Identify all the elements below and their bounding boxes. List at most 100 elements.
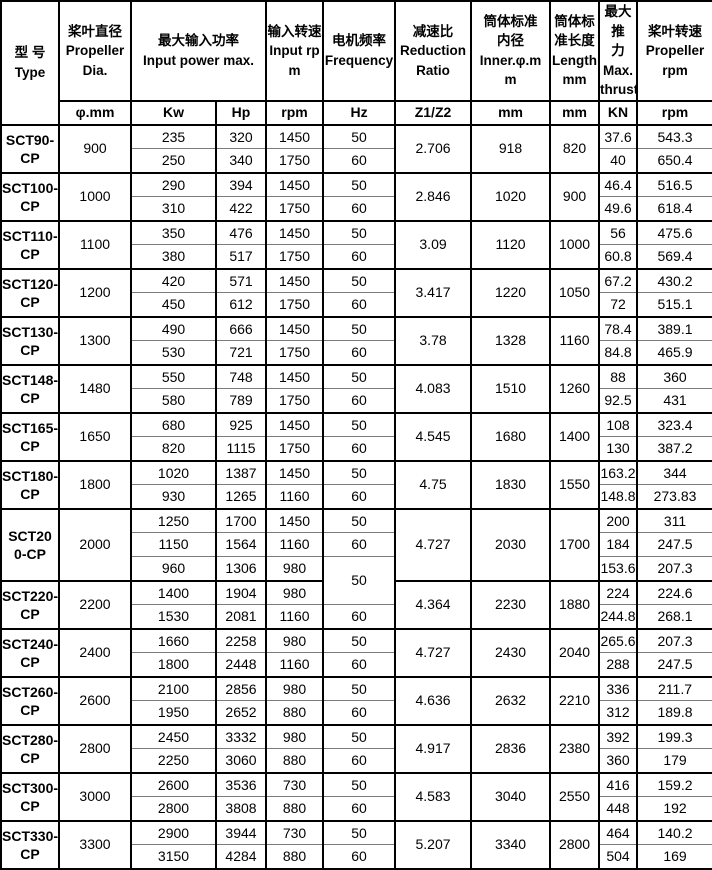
cell-thrust: 130 bbox=[598, 436, 639, 462]
cell-hz: 50 bbox=[322, 627, 397, 654]
table-row: SCT148- CP 1480 550 748 1450 50 4.083 1510 1260 8… bbox=[0, 363, 712, 414]
cell-kw: 1400 bbox=[130, 579, 217, 606]
cell-kw: 680 bbox=[130, 411, 217, 438]
cell-hz: 50 bbox=[322, 123, 397, 150]
cell-kw: 960 bbox=[130, 556, 217, 582]
cell-inner: 2230 bbox=[470, 579, 552, 630]
cell-input-rpm: 1750 bbox=[265, 436, 325, 462]
cell-length: 2550 bbox=[549, 771, 601, 822]
table-row: 450 612 1750 60 72 515.1 bbox=[1, 292, 712, 318]
cell-inner: 918 bbox=[470, 123, 552, 174]
cell-thrust: 336 bbox=[598, 675, 639, 702]
cell-type: SCT20 0-CP bbox=[0, 507, 60, 582]
cell-prop-rpm: 431 bbox=[636, 388, 712, 414]
cell-input-rpm: 1450 bbox=[265, 315, 325, 342]
cell-thrust: 265.6 bbox=[598, 627, 639, 654]
spec-table-body: SCT90- CP 900 235 320 1450 50 2.706 918 820 37.6 5… bbox=[0, 123, 712, 870]
cell-thrust: 72 bbox=[598, 292, 639, 318]
table-row: SCT90- CP 900 235 320 1450 50 2.706 918 820 37.6 5… bbox=[0, 123, 712, 174]
cell-kw: 2100 bbox=[130, 675, 217, 702]
cell-inner: 1328 bbox=[470, 315, 552, 366]
cell-hp: 2081 bbox=[214, 604, 268, 630]
table-row: 2250 3060 880 60 360 179 bbox=[1, 748, 712, 774]
table-row: SCT300- CP 3000 2600 3536 730 50 4.583 3040 2550… bbox=[0, 771, 712, 822]
table-row: SCT240- CP 2400 1660 2258 980 50 4.727 2430 2040… bbox=[0, 627, 712, 678]
cell-type: SCT260- CP bbox=[0, 675, 60, 726]
cell-type: SCT165- CP bbox=[0, 411, 60, 462]
cell-hp: 3536 bbox=[214, 771, 268, 798]
cell-prop-rpm: 618.4 bbox=[636, 196, 712, 222]
cell-thrust: 37.6 bbox=[598, 123, 639, 150]
table-row: SCT110- CP 1100 350 476 1450 50 3.09 1120 1000 56… bbox=[0, 219, 712, 270]
table-row: 1530 2081 1160 60 244.8 268.1 bbox=[1, 604, 712, 630]
cell-hz: 60 bbox=[322, 748, 397, 774]
cell-input-rpm: 1750 bbox=[265, 148, 325, 174]
cell-input-rpm: 730 bbox=[265, 771, 325, 798]
cell-thrust: 416 bbox=[598, 771, 639, 798]
cell-type: SCT300- CP bbox=[0, 771, 60, 822]
cell-dia: 1650 bbox=[58, 411, 132, 462]
cell-ratio: 5.207 bbox=[394, 819, 473, 870]
cell-input-rpm: 1750 bbox=[265, 340, 325, 366]
cell-prop-rpm: 344 bbox=[636, 459, 712, 486]
cell-hz: 60 bbox=[322, 652, 397, 678]
header-max-thrust: 最大推 力 Max. thrust bbox=[598, 0, 639, 102]
cell-prop-rpm: 430.2 bbox=[636, 267, 712, 294]
cell-inner: 3040 bbox=[470, 771, 552, 822]
cell-thrust: 49.6 bbox=[598, 196, 639, 222]
cell-kw: 2600 bbox=[130, 771, 217, 798]
cell-dia: 2000 bbox=[58, 507, 132, 582]
cell-hp: 2448 bbox=[214, 652, 268, 678]
cell-thrust: 504 bbox=[598, 844, 639, 870]
cell-input-rpm: 1160 bbox=[265, 532, 325, 558]
cell-length: 2380 bbox=[549, 723, 601, 774]
cell-dia: 2800 bbox=[58, 723, 132, 774]
cell-thrust: 88 bbox=[598, 363, 639, 390]
cell-input-rpm: 1160 bbox=[265, 652, 325, 678]
header-type: 型 号 Type bbox=[0, 0, 60, 126]
cell-prop-rpm: 199.3 bbox=[636, 723, 712, 750]
cell-length: 1880 bbox=[549, 579, 601, 630]
cell-input-rpm: 880 bbox=[265, 700, 325, 726]
cell-inner: 3340 bbox=[470, 819, 552, 870]
cell-prop-rpm: 247.5 bbox=[636, 652, 712, 678]
cell-input-rpm: 1750 bbox=[265, 292, 325, 318]
cell-hz: 60 bbox=[322, 196, 397, 222]
cell-input-rpm: 1160 bbox=[265, 484, 325, 510]
cell-prop-rpm: 543.3 bbox=[636, 123, 712, 150]
cell-thrust: 56 bbox=[598, 219, 639, 246]
cell-inner: 1680 bbox=[470, 411, 552, 462]
cell-hp: 1904 bbox=[214, 579, 268, 606]
cell-prop-rpm: 192 bbox=[636, 796, 712, 822]
cell-prop-rpm: 516.5 bbox=[636, 171, 712, 198]
cell-thrust: 148.8 bbox=[598, 484, 639, 510]
table-row: 1800 2448 1160 60 288 247.5 bbox=[1, 652, 712, 678]
table-row: SCT330- CP 3300 2900 3944 730 50 5.207 3340 2800… bbox=[0, 819, 712, 870]
header-propeller-rpm: 桨叶转速 Propeller rpm bbox=[636, 0, 712, 102]
cell-inner: 2632 bbox=[470, 675, 552, 726]
table-row: SCT120- CP 1200 420 571 1450 50 3.417 1220 1050 6… bbox=[0, 267, 712, 318]
header-frequency: 电机频率 Frequency bbox=[322, 0, 397, 102]
cell-prop-rpm: 360 bbox=[636, 363, 712, 390]
cell-length: 1160 bbox=[549, 315, 601, 366]
cell-kw: 550 bbox=[130, 363, 217, 390]
cell-length: 1050 bbox=[549, 267, 601, 318]
unit-kw: Kw bbox=[130, 99, 217, 126]
cell-thrust: 360 bbox=[598, 748, 639, 774]
header-propeller-dia: 桨叶直径 Propeller Dia. bbox=[58, 0, 132, 102]
cell-ratio: 4.727 bbox=[394, 627, 473, 678]
cell-hz: 50 bbox=[322, 771, 397, 798]
cell-inner: 1120 bbox=[470, 219, 552, 270]
cell-input-rpm: 1450 bbox=[265, 171, 325, 198]
table-row: 530 721 1750 60 84.8 465.9 bbox=[1, 340, 712, 366]
unit-dia: φ.mm bbox=[58, 99, 132, 126]
cell-thrust: 312 bbox=[598, 700, 639, 726]
cell-prop-rpm: 159.2 bbox=[636, 771, 712, 798]
cell-kw: 250 bbox=[130, 148, 217, 174]
cell-hz: 60 bbox=[322, 484, 397, 510]
cell-thrust: 224 bbox=[598, 579, 639, 606]
header-length: 筒体标 准长度 Length mm bbox=[549, 0, 601, 102]
cell-inner: 1020 bbox=[470, 171, 552, 222]
cell-length: 1700 bbox=[549, 507, 601, 582]
cell-length: 1260 bbox=[549, 363, 601, 414]
